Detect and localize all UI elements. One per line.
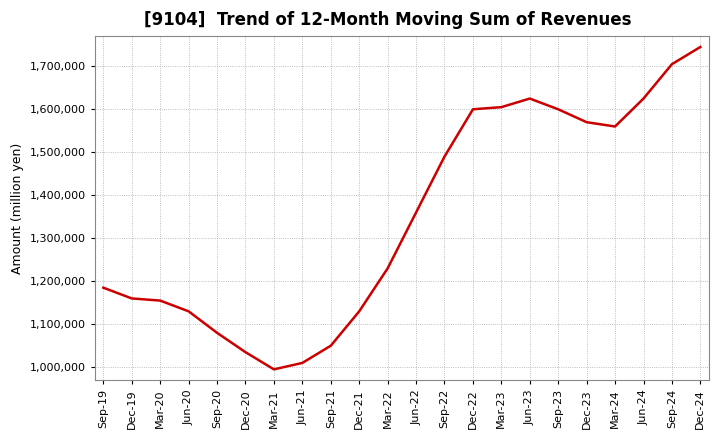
Y-axis label: Amount (million yen): Amount (million yen) — [11, 143, 24, 274]
Text: [9104]  Trend of 12-Month Moving Sum of Revenues: [9104] Trend of 12-Month Moving Sum of R… — [144, 11, 631, 29]
